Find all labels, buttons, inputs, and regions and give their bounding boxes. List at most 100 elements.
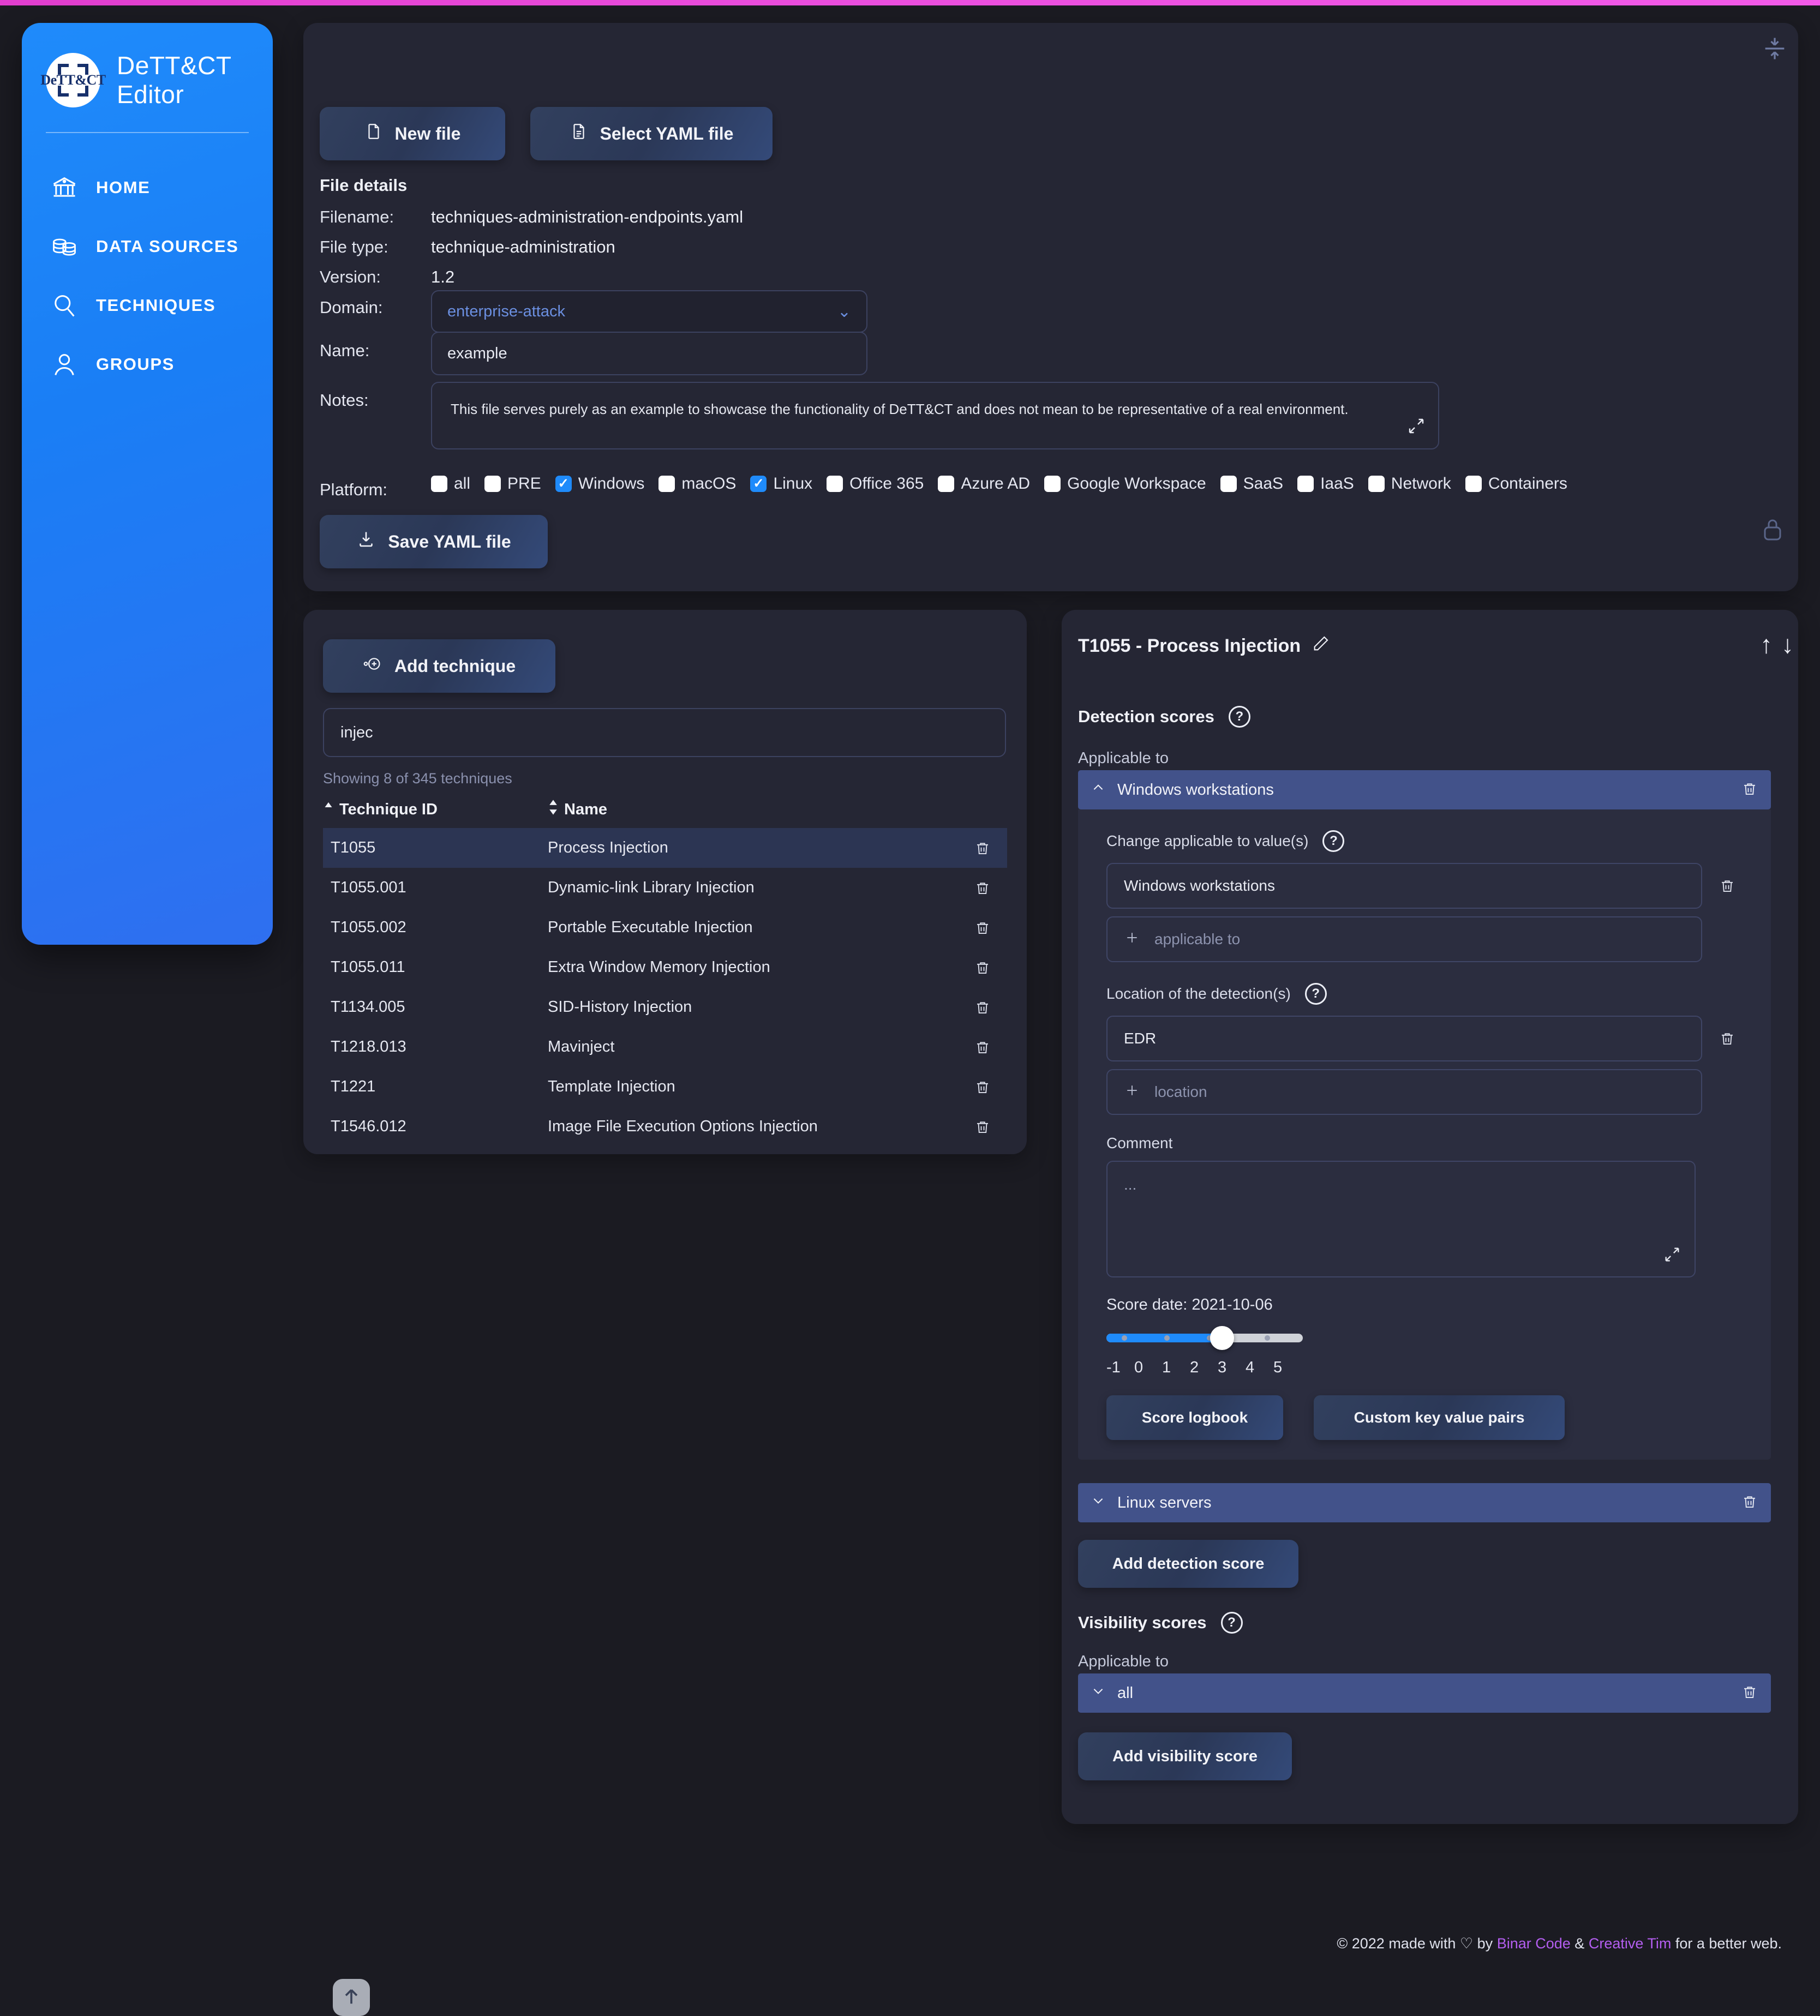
detection-applicable-to-label: Applicable to <box>1078 749 1169 767</box>
visibility-applicable-to-label: Applicable to <box>1078 1653 1169 1670</box>
checkbox-box[interactable] <box>1044 476 1061 492</box>
pencil-icon[interactable] <box>1312 634 1330 658</box>
new-file-label: New file <box>394 123 461 143</box>
trash-icon[interactable] <box>958 999 1007 1016</box>
applicable-to-value-input[interactable]: Windows workstations <box>1106 863 1702 909</box>
score-slider[interactable] <box>1106 1326 1303 1359</box>
trash-icon[interactable] <box>1712 1030 1743 1047</box>
table-row[interactable]: T1055.011 Extra Window Memory Injection <box>323 947 1007 987</box>
accordion-header-windows-workstations[interactable]: Windows workstations <box>1078 770 1771 809</box>
trash-icon[interactable] <box>1741 781 1758 800</box>
checkbox-box[interactable] <box>938 476 955 492</box>
platform-checkbox-azure-ad[interactable]: Azure AD <box>938 475 1030 493</box>
column-header-name[interactable]: Name <box>548 799 958 820</box>
brand-title-line1: DeTT&CT <box>117 51 232 80</box>
platform-checkbox-network[interactable]: Network <box>1368 475 1451 493</box>
comment-textarea[interactable]: ... <box>1106 1161 1696 1277</box>
table-row[interactable]: T1055.001 Dynamic-link Library Injection <box>323 868 1007 908</box>
platform-checkbox-pre[interactable]: PRE <box>484 475 541 493</box>
score-logbook-button[interactable]: Score logbook <box>1106 1395 1283 1440</box>
checkbox-box[interactable] <box>1465 476 1482 492</box>
sidebar-item-groups[interactable]: GROUPS <box>22 335 273 394</box>
add-detection-score-button[interactable]: Add detection score <box>1078 1540 1298 1588</box>
save-yaml-file-button[interactable]: Save YAML file <box>320 515 548 568</box>
question-icon[interactable]: ? <box>1304 983 1327 1005</box>
accordion-header-linux-servers[interactable]: Linux servers <box>1078 1483 1771 1522</box>
footer-link-binar-code[interactable]: Binar Code <box>1496 1935 1571 1952</box>
platform-checkbox-macos[interactable]: macOS <box>658 475 736 493</box>
trash-icon[interactable] <box>1741 1493 1758 1513</box>
checkbox-box[interactable] <box>431 476 447 492</box>
trash-icon[interactable] <box>958 920 1007 936</box>
platform-checkbox-linux[interactable]: Linux <box>750 475 812 493</box>
search-value: injec <box>340 723 373 741</box>
checkbox-box[interactable] <box>1220 476 1237 492</box>
question-icon[interactable]: ? <box>1220 1612 1243 1634</box>
score-logbook-label: Score logbook <box>1141 1409 1248 1426</box>
checkbox-box[interactable] <box>750 476 767 492</box>
lock-icon[interactable] <box>1756 513 1789 547</box>
arrow-down-icon[interactable]: ↓ <box>1781 630 1794 658</box>
custom-key-value-pairs-button[interactable]: Custom key value pairs <box>1314 1395 1565 1440</box>
platform-checkbox-all[interactable]: all <box>431 475 470 493</box>
checkbox-box[interactable] <box>827 476 843 492</box>
checkbox-box[interactable] <box>1368 476 1385 492</box>
comment-label: Comment <box>1106 1135 1173 1151</box>
add-visibility-score-button[interactable]: Add visibility score <box>1078 1732 1292 1780</box>
technique-id-cell: T1055.011 <box>331 958 405 976</box>
add-applicable-to-input[interactable]: applicable to <box>1106 916 1702 962</box>
trash-icon[interactable] <box>958 840 1007 856</box>
name-input[interactable]: example <box>431 332 867 375</box>
table-row[interactable]: T1055 Process Injection <box>323 828 1007 868</box>
trash-icon[interactable] <box>958 880 1007 896</box>
select-yaml-file-button[interactable]: Select YAML file <box>530 107 773 160</box>
trash-icon[interactable] <box>958 1039 1007 1055</box>
logo-text: DeTT&CT <box>40 71 106 88</box>
resize-expand-icon[interactable] <box>1663 1245 1681 1268</box>
table-row[interactable]: T1546.012 Image File Execution Options I… <box>323 1107 1007 1147</box>
trash-icon[interactable] <box>1741 1684 1758 1703</box>
location-value-input[interactable]: EDR <box>1106 1016 1702 1061</box>
column-header-technique-id[interactable]: Technique ID <box>323 800 548 819</box>
domain-select[interactable]: enterprise-attack ⌄ <box>431 290 867 333</box>
notes-value: This file serves purely as an example to… <box>451 401 1349 417</box>
file-lines-icon <box>570 122 588 145</box>
platform-checkbox-google-workspace[interactable]: Google Workspace <box>1044 475 1206 493</box>
scroll-to-top-button[interactable] <box>333 1979 370 2016</box>
table-row[interactable]: T1134.005 SID-History Injection <box>323 987 1007 1027</box>
accordion-header-all[interactable]: all <box>1078 1673 1771 1713</box>
checkbox-box[interactable] <box>658 476 675 492</box>
table-row[interactable]: T1055.002 Portable Executable Injection <box>323 908 1007 947</box>
platform-checkbox-containers[interactable]: Containers <box>1465 475 1567 493</box>
sidebar-item-data-sources[interactable]: DATA SOURCES <box>22 217 273 276</box>
trash-icon[interactable] <box>958 959 1007 976</box>
table-row[interactable]: T1218.013 Mavinject <box>323 1027 1007 1067</box>
checkbox-box[interactable] <box>1297 476 1314 492</box>
trash-icon[interactable] <box>1712 878 1743 894</box>
technique-id-cell: T1055.001 <box>331 879 406 896</box>
platform-checkbox-windows[interactable]: Windows <box>555 475 644 493</box>
slider-thumb[interactable] <box>1210 1326 1234 1350</box>
footer-link-creative-tim[interactable]: Creative Tim <box>1588 1935 1672 1952</box>
add-location-input[interactable]: location <box>1106 1069 1702 1115</box>
platform-checkbox-saas[interactable]: SaaS <box>1220 475 1283 493</box>
trash-icon[interactable] <box>958 1079 1007 1095</box>
arrow-up-icon[interactable]: ↑ <box>1760 630 1773 658</box>
table-row[interactable]: T1221 Template Injection <box>323 1067 1007 1107</box>
trash-icon[interactable] <box>958 1119 1007 1135</box>
platform-checkbox-office365[interactable]: Office 365 <box>827 475 924 493</box>
sidebar-item-techniques[interactable]: TECHNIQUES <box>22 276 273 335</box>
technique-search-input[interactable]: injec <box>323 708 1006 757</box>
question-icon[interactable]: ? <box>1228 706 1250 728</box>
checkbox-box[interactable] <box>555 476 572 492</box>
checkbox-box[interactable] <box>484 476 501 492</box>
resize-expand-icon[interactable] <box>1406 416 1426 441</box>
platform-label-text: Azure AD <box>961 475 1031 493</box>
question-icon[interactable]: ? <box>1322 830 1345 852</box>
platform-checkbox-iaas[interactable]: IaaS <box>1297 475 1354 493</box>
new-file-button[interactable]: New file <box>320 107 505 160</box>
add-technique-button[interactable]: Add technique <box>323 639 555 693</box>
collapse-vertical-icon[interactable] <box>1758 32 1792 65</box>
notes-textarea[interactable]: This file serves purely as an example to… <box>431 382 1439 449</box>
sidebar-item-home[interactable]: HOME <box>22 158 273 217</box>
